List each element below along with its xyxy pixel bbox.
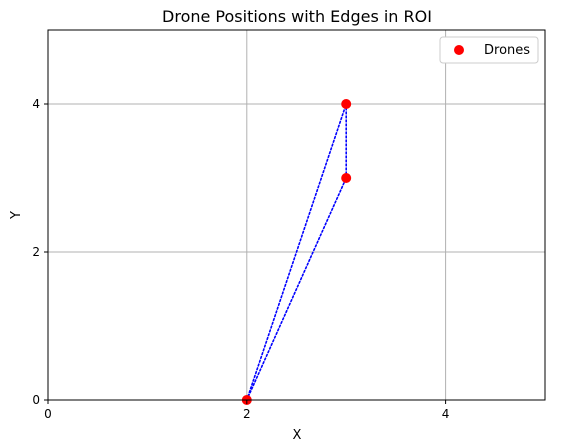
edge-line-2: [246, 177, 348, 401]
x-tick-label: 0: [44, 407, 52, 421]
edge-line-1: [246, 103, 348, 401]
x-tick-label: 4: [442, 407, 450, 421]
y-tick-label: 4: [32, 97, 40, 111]
y-tick-label: 2: [32, 245, 40, 259]
drone-point-3: [341, 173, 352, 183]
x-axis-ticks: 0 2 4: [44, 400, 449, 421]
chart-title: Drone Positions with Edges in ROI: [162, 7, 432, 26]
y-axis-ticks: 0 2 4: [32, 97, 48, 407]
y-tick-label: 0: [32, 393, 40, 407]
x-tick-label: 2: [243, 407, 251, 421]
plot-frame: [47, 29, 546, 401]
legend: Drones: [439, 36, 539, 64]
drone-edges: [246, 103, 348, 401]
legend-marker-drones: [454, 45, 464, 55]
legend-box: [439, 36, 539, 64]
x-axis-label: X: [293, 428, 302, 443]
drone-point-2: [341, 99, 352, 109]
plot-area: [48, 30, 545, 400]
y-axis-label: Y: [9, 211, 24, 220]
legend-label-drones: Drones: [484, 43, 530, 58]
